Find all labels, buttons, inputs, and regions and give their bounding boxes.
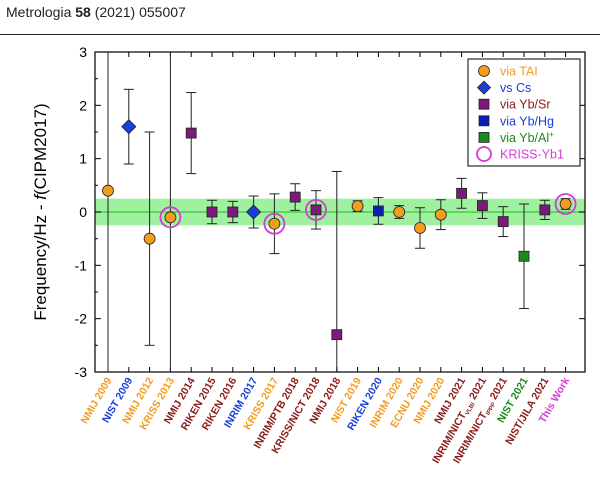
plot-frame	[94, 51, 586, 373]
y-tick-label: 2	[79, 97, 87, 113]
circle-marker	[164, 211, 177, 224]
square-marker	[539, 204, 551, 216]
square-marker	[331, 329, 343, 341]
legend-label-text: via Yb/Hg	[500, 114, 554, 128]
header-rule	[0, 34, 600, 35]
legend-label-sup: +	[549, 130, 554, 139]
y-axis-label: Frequency/Hz - f(CIPM2017)	[31, 103, 50, 320]
y-axis-label-suffix: (CIPM2017)	[31, 103, 50, 195]
journal-name: Metrologia	[6, 4, 72, 20]
circle-marker	[414, 222, 426, 234]
y-tick-label: 1	[79, 151, 87, 167]
legend-circle-marker	[478, 65, 490, 77]
kriss-ring-marker	[159, 206, 182, 229]
legend-label-text: vs Cs	[500, 81, 531, 95]
y-tick-label: -3	[75, 364, 88, 380]
circle-marker	[102, 184, 114, 197]
legend-label: via Yb/Hg	[500, 114, 554, 128]
y-axis-label-prefix: Frequency/Hz -	[31, 200, 50, 321]
kriss-ring-marker	[263, 212, 286, 235]
legend-diamond-marker	[476, 80, 492, 95]
square-marker	[206, 206, 218, 218]
y-axis-label-italic: f	[31, 193, 50, 200]
square-marker	[476, 200, 488, 212]
circle-marker	[434, 208, 447, 221]
square-marker	[289, 191, 301, 203]
x-tick-label-year: 2021	[465, 375, 489, 404]
legend-label-text: via TAI	[500, 65, 538, 79]
circle-marker	[268, 217, 281, 230]
square-marker	[518, 250, 530, 262]
circle-marker	[559, 198, 572, 210]
legend-square-marker	[478, 98, 490, 110]
journal-year: (2021)	[94, 4, 136, 20]
square-marker	[456, 187, 468, 199]
legend-label: via TAI	[500, 65, 538, 79]
kriss-ring-marker	[554, 193, 577, 215]
legend-label: via Yb/Al+	[500, 130, 554, 145]
y-tick-label: 3	[79, 44, 87, 60]
kriss-ring-marker	[305, 198, 327, 221]
y-tick-label: -1	[75, 257, 88, 273]
y-tick-label: -2	[75, 311, 88, 327]
legend-label: vs Cs	[500, 81, 531, 95]
legend-label: KRISS-Yb1	[500, 148, 564, 162]
square-marker	[185, 127, 197, 139]
square-marker	[310, 204, 322, 216]
journal-volume: 58	[75, 4, 91, 20]
legend-label-text: via Yb/Al	[500, 131, 549, 145]
legend-label-text: KRISS-Yb1	[500, 148, 564, 162]
legend-label: via Yb/Sr	[500, 98, 551, 112]
legend-label-text: via Yb/Sr	[500, 98, 551, 112]
running-header: Metrologia 58 (2021) 055007	[6, 4, 186, 20]
legend-square-marker	[478, 131, 490, 143]
y-tick-label: 0	[79, 204, 87, 220]
circle-marker	[393, 206, 406, 218]
circle-marker	[351, 200, 364, 213]
circle-marker	[143, 232, 156, 245]
square-marker	[372, 205, 384, 217]
square-marker	[497, 216, 509, 228]
diamond-marker	[246, 204, 262, 220]
legend-square-marker	[478, 115, 490, 127]
article-number: 055007	[139, 4, 186, 20]
diamond-marker	[121, 119, 137, 135]
square-marker	[227, 206, 239, 218]
legend-ring-marker	[476, 146, 492, 162]
data-layer	[102, 52, 577, 372]
